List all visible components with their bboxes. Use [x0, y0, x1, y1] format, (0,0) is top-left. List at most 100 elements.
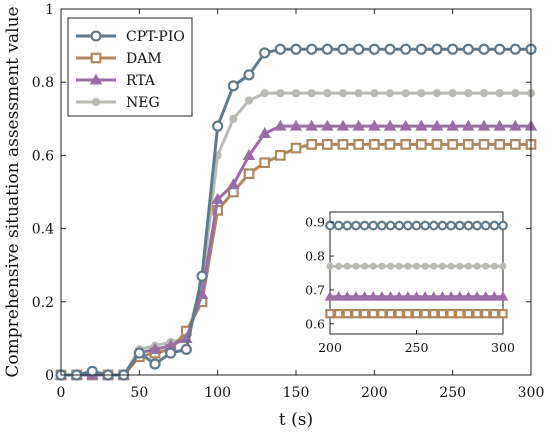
data-point-cpt-pio [368, 43, 380, 55]
inset-data-point-neg [404, 262, 412, 270]
data-point-cpt-pio [133, 347, 145, 359]
inset-data-point-dam [480, 308, 491, 319]
inset-data-point-dam [351, 308, 361, 319]
inset-data-point-neg [438, 262, 446, 270]
inset-data-point-cpt-pio [428, 220, 439, 231]
inset-data-point-dam [489, 308, 500, 319]
data-point-neg [229, 114, 238, 123]
inset-data-point-cpt-pio [489, 220, 500, 231]
data-point-neg [244, 96, 254, 105]
data-point-cpt-pio [415, 43, 427, 55]
data-point-dam [337, 139, 349, 150]
data-point-dam [243, 168, 255, 180]
data-point-rta [258, 127, 271, 138]
inset-y-tick-label: 0.9 [305, 215, 325, 230]
inset-data-point-dam [394, 308, 404, 319]
data-point-dam [368, 139, 380, 150]
legend-marker-cpt-pio [90, 30, 102, 42]
inset-data-point-rta [376, 291, 388, 301]
inset-data-point-rta [385, 291, 396, 301]
inset-data-point-dam [446, 308, 456, 319]
data-point-neg [276, 89, 285, 98]
data-point-neg [417, 89, 426, 98]
data-point-dam [384, 139, 396, 150]
inset-data-point-neg [456, 262, 464, 270]
y-tick-label: 0 [45, 368, 54, 384]
data-point-cpt-pio [149, 358, 161, 370]
inset-data-point-rta [419, 291, 431, 301]
inset-data-point-neg [490, 262, 498, 270]
data-point-cpt-pio [227, 80, 239, 92]
data-point-rta [289, 119, 303, 131]
inset-data-point-rta [402, 291, 414, 301]
inset-data-point-cpt-pio [472, 220, 482, 231]
data-point-dam [478, 139, 490, 150]
data-point-cpt-pio [259, 47, 271, 59]
inset-data-point-neg [361, 262, 369, 270]
data-point-rta [462, 119, 475, 131]
inset-data-point-rta [471, 291, 483, 301]
inset-data-point-rta [497, 291, 509, 301]
inset-data-point-cpt-pio [333, 220, 344, 231]
x-tick-label: 300 [518, 385, 545, 401]
inset-x-tick-label: 250 [405, 340, 429, 355]
data-point-dam [415, 139, 427, 150]
data-point-cpt-pio [509, 43, 521, 55]
data-point-neg [370, 89, 379, 98]
inset-data-point-dam [333, 308, 344, 319]
y-tick-label: 0.2 [32, 295, 54, 311]
inset-data-point-cpt-pio [411, 220, 422, 231]
inset-data-point-cpt-pio [351, 220, 361, 231]
data-point-dam [274, 150, 286, 161]
inset-x-tick-label: 300 [491, 340, 515, 355]
data-point-rta [477, 119, 491, 131]
inset-data-point-cpt-pio [394, 220, 405, 231]
data-point-cpt-pio [494, 43, 506, 55]
inset-data-point-cpt-pio [437, 220, 448, 231]
y-tick-label: 0.8 [32, 75, 54, 91]
inset-data-point-dam [325, 308, 335, 319]
inset-y-tick-label: 0.8 [305, 249, 325, 264]
legend-label-rta: RTA [126, 73, 156, 89]
inset-data-point-rta [341, 291, 353, 301]
inset-data-point-cpt-pio [498, 220, 508, 231]
inset-data-point-neg [387, 262, 395, 270]
inset-data-point-neg [369, 262, 377, 270]
x-axis-label: t (s) [279, 410, 313, 430]
data-point-neg [511, 89, 520, 98]
data-point-cpt-pio [478, 43, 490, 55]
inset-data-point-cpt-pio [454, 220, 465, 231]
data-point-dam [400, 139, 412, 150]
data-point-neg [338, 89, 348, 98]
y-tick-label: 0.6 [32, 148, 54, 164]
inset-data-point-neg [430, 262, 438, 270]
data-point-rta [211, 192, 224, 204]
y-tick-label: 0.4 [32, 222, 54, 238]
inset-data-point-cpt-pio [359, 220, 370, 231]
inset-data-point-dam [403, 308, 413, 319]
data-point-rta [446, 119, 459, 131]
inset-data-point-cpt-pio [377, 220, 387, 231]
legend-box [67, 17, 193, 117]
data-point-cpt-pio [321, 43, 333, 55]
x-tick-label: 150 [283, 385, 310, 401]
main-axes: 0 50 100 150 200 250 300 0 0.2 0.4 0.6 0.8 1 [32, 2, 545, 401]
x-tick-label: 0 [57, 385, 66, 401]
data-point-neg [432, 89, 442, 98]
inset-data-point-dam [472, 308, 482, 319]
inset-data-point-neg [395, 262, 403, 270]
inset-data-point-rta [324, 291, 336, 301]
data-point-dam [447, 139, 459, 150]
inset-data-point-dam [368, 308, 378, 319]
data-point-neg [354, 89, 363, 98]
inset-data-point-dam [429, 308, 439, 319]
inset-data-point-rta [488, 291, 500, 301]
data-point-rta [352, 119, 365, 131]
data-point-cpt-pio [462, 43, 474, 55]
legend: CPT-PIO DAM RTA NEG [67, 17, 193, 117]
data-point-cpt-pio [243, 69, 255, 81]
inset-data-point-rta [411, 291, 422, 301]
legend-marker-dam [90, 52, 102, 64]
inset-data-point-dam [463, 308, 474, 319]
